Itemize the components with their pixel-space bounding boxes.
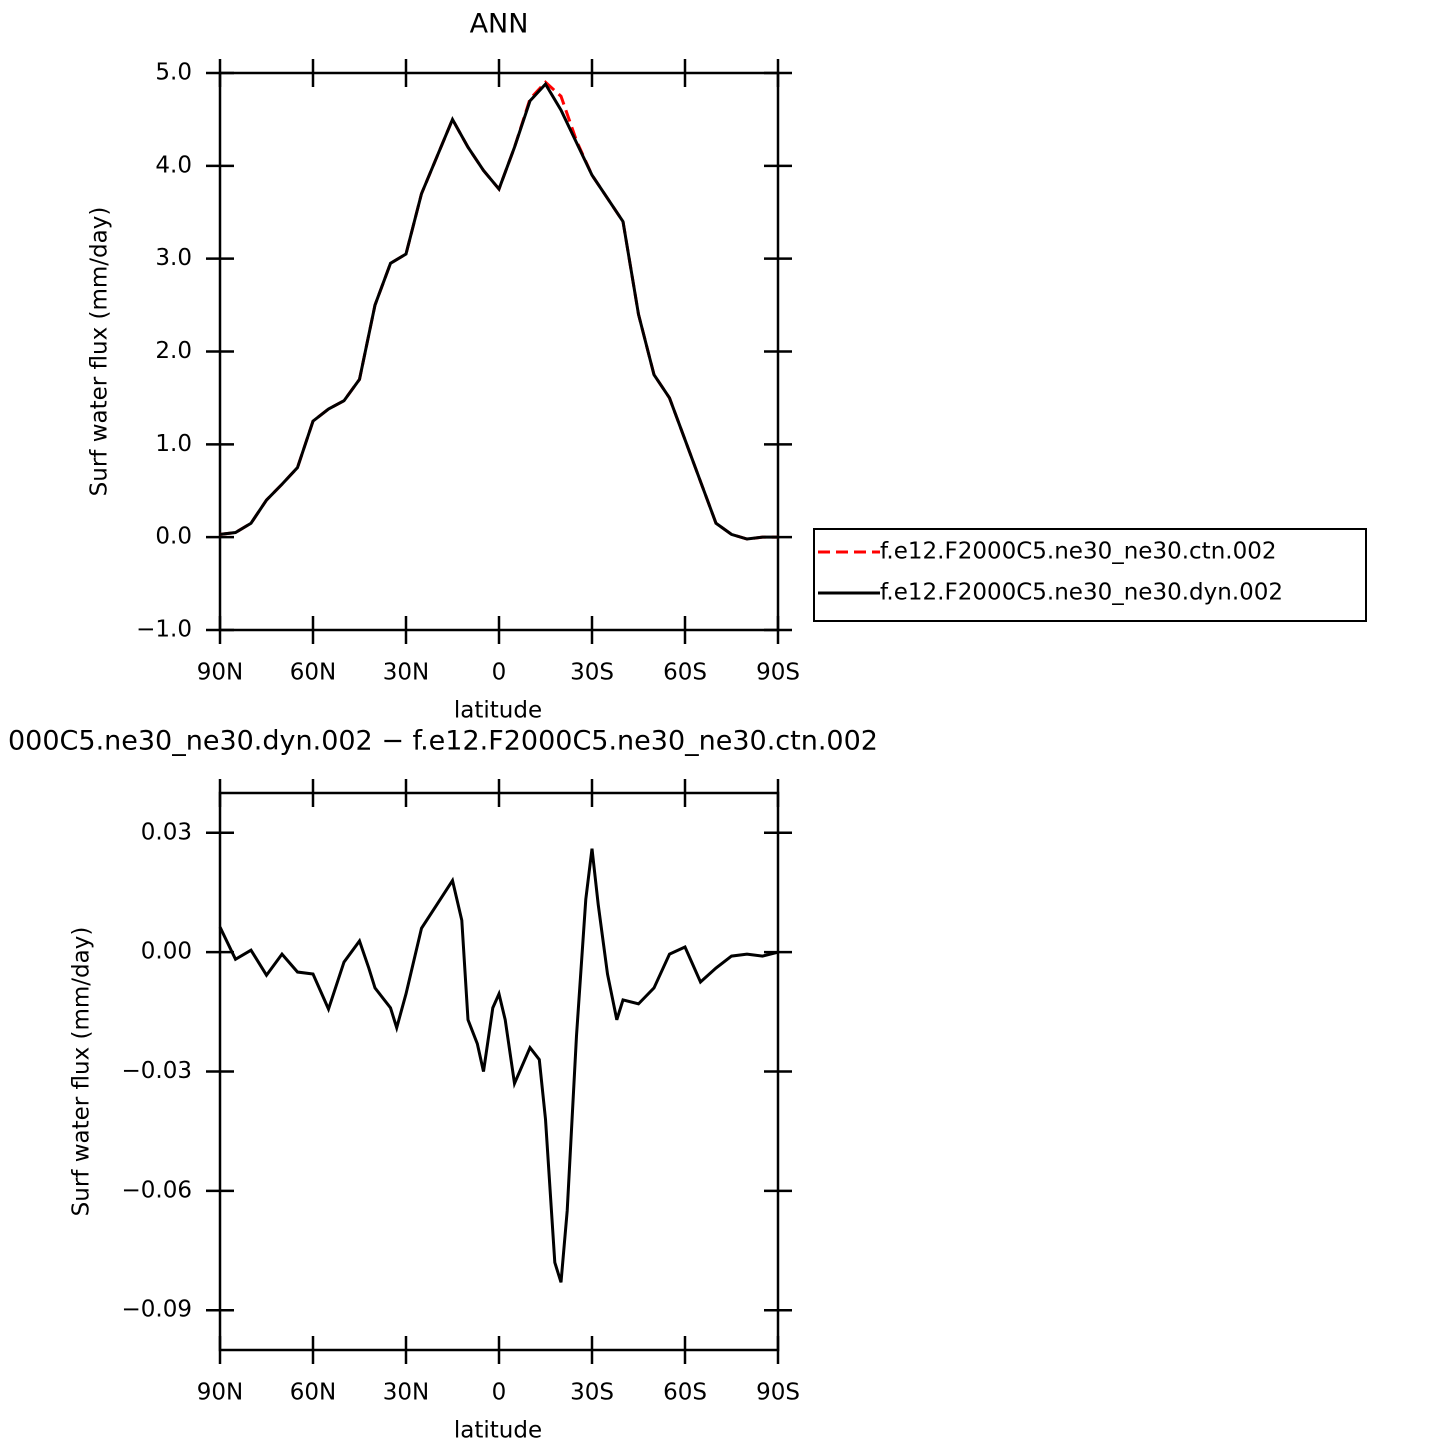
legend-box <box>813 528 1367 622</box>
x-tick-label: 0 <box>492 660 507 686</box>
x-tick-label: 60N <box>290 1380 336 1406</box>
y-tick-label: 0.00 <box>141 939 192 965</box>
x-tick-label: 60S <box>663 660 707 686</box>
x-tick-label: 60N <box>290 660 336 686</box>
legend-label: f.e12.F2000C5.ne30_ne30.dyn.002 <box>880 580 1283 606</box>
x-tick-label: 0 <box>492 1380 507 1406</box>
y-tick-label: 5.0 <box>155 60 192 86</box>
plot-frame <box>218 791 780 1352</box>
y-tick-label: 0.03 <box>141 819 192 845</box>
x-tick-label: 30N <box>383 1380 429 1406</box>
y-axis-label: Surf water flux (mm/day) <box>69 927 95 1217</box>
data-line <box>219 81 778 541</box>
chart-title: ANN <box>470 9 529 40</box>
x-tick-label: 30S <box>570 660 614 686</box>
y-tick-label: −1.0 <box>136 617 192 643</box>
x-axis-label: latitude <box>454 698 542 724</box>
x-tick-label: 60S <box>663 1380 707 1406</box>
x-tick-label: 30N <box>383 660 429 686</box>
y-tick-label: 1.0 <box>155 431 192 457</box>
x-axis-label: latitude <box>454 1418 542 1444</box>
x-tick-label: 90S <box>756 660 800 686</box>
chart-title: 000C5.ne30_ne30.dyn.002 − f.e12.F2000C5.… <box>8 726 878 757</box>
y-tick-label: −0.06 <box>122 1177 192 1203</box>
y-axis-label: Surf water flux (mm/day) <box>87 207 113 497</box>
y-tick-label: 4.0 <box>155 152 192 178</box>
legend-label: f.e12.F2000C5.ne30_ne30.ctn.002 <box>880 539 1276 565</box>
x-tick-label: 90S <box>756 1380 800 1406</box>
data-line <box>218 848 779 1283</box>
y-tick-label: −0.03 <box>122 1058 192 1084</box>
x-tick-label: 90N <box>197 660 243 686</box>
y-tick-label: −0.09 <box>122 1297 192 1323</box>
y-tick-label: 2.0 <box>155 338 192 364</box>
plot-frame <box>218 71 780 632</box>
y-tick-label: 0.0 <box>155 524 192 550</box>
x-tick-label: 30S <box>570 1380 614 1406</box>
x-tick-label: 90N <box>197 1380 243 1406</box>
data-line <box>219 80 778 541</box>
y-tick-label: 3.0 <box>155 245 192 271</box>
